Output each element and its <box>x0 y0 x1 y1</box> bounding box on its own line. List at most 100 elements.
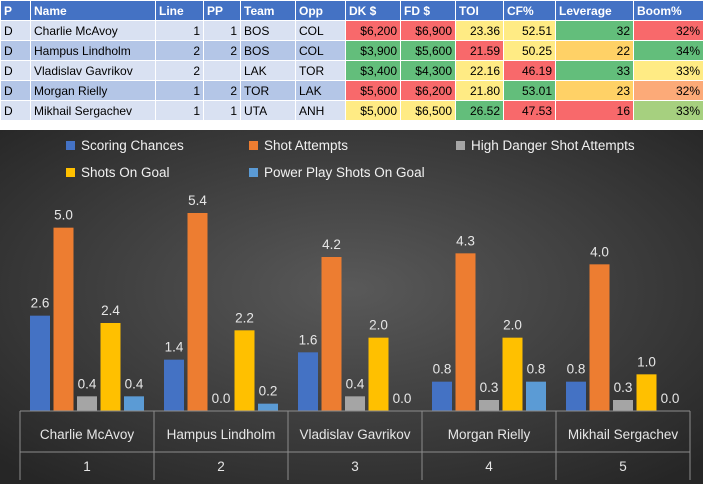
bar <box>432 381 452 411</box>
table-cell: Charlie McAvoy <box>30 20 156 41</box>
data-label: 0.0 <box>661 391 680 406</box>
bar <box>566 381 586 411</box>
bar <box>164 359 184 411</box>
legend-swatch <box>456 141 465 150</box>
table-cell: $3,400 <box>345 60 401 81</box>
legend-label: Scoring Chances <box>81 138 184 153</box>
column-header-7: FD $ <box>400 0 456 21</box>
table-cell: 2 <box>155 60 204 81</box>
category-label: Morgan Rielly <box>448 427 531 442</box>
category-index-label: 2 <box>217 459 225 474</box>
bar <box>77 396 97 411</box>
legend-swatch <box>66 168 75 177</box>
legend-label: Shot Attempts <box>264 138 348 153</box>
bar <box>526 381 546 411</box>
table-cell: $3,900 <box>345 40 401 61</box>
data-label: 0.4 <box>78 376 97 391</box>
bar <box>30 315 50 411</box>
table-cell: ANH <box>295 100 346 121</box>
table-cell: 1 <box>155 100 204 121</box>
legend-label: Power Play Shots On Goal <box>264 165 425 180</box>
data-label: 2.4 <box>101 303 120 318</box>
category-label: Mikhail Sergachev <box>568 427 679 442</box>
data-label: 4.0 <box>590 244 609 259</box>
table-cell: $6,200 <box>400 80 456 101</box>
table-cell: TOR <box>240 80 296 101</box>
data-label: 0.2 <box>259 384 278 399</box>
column-header-5: Opp <box>295 0 346 21</box>
bar <box>53 227 74 411</box>
bar-chart: Scoring Chances Shot Attempts High Danger … <box>0 130 703 484</box>
data-label: 2.0 <box>369 318 388 333</box>
bar <box>589 264 610 411</box>
bar <box>234 330 255 411</box>
table-cell: LAK <box>295 80 346 101</box>
category-label: Charlie McAvoy <box>40 427 135 442</box>
table-cell: D <box>0 100 31 121</box>
bar <box>187 213 208 411</box>
table-cell: 53.01 <box>503 80 556 101</box>
data-label: 2.2 <box>235 310 254 325</box>
data-label: 1.6 <box>299 332 318 347</box>
table-cell: Morgan Rielly <box>30 80 156 101</box>
table-row: D Vladislav Gavrikov 2 LAK TOR $3,400 $4,300 22… <box>0 60 703 81</box>
chart-background <box>0 130 703 484</box>
bar <box>613 400 633 411</box>
table-cell: 2 <box>155 40 204 61</box>
column-header-6: DK $ <box>345 0 401 21</box>
table-cell: 1 <box>203 20 241 41</box>
table-cell: $6,500 <box>400 100 456 121</box>
bar <box>479 400 499 411</box>
category-index-label: 4 <box>485 459 493 474</box>
legend-label: Shots On Goal <box>81 165 170 180</box>
table-cell: BOS <box>240 20 296 41</box>
bar <box>636 374 657 411</box>
data-label: 0.4 <box>346 376 365 391</box>
table-cell: 46.19 <box>503 60 556 81</box>
legend-label: High Danger Shot Attempts <box>471 138 635 153</box>
bar <box>345 396 365 411</box>
category-index-label: 3 <box>351 459 359 474</box>
table-row: D Hampus Lindholm 2 2 BOS COL $3,900 $5,600 21.5… <box>0 40 703 61</box>
table-cell: 32% <box>633 80 703 101</box>
data-label: 4.3 <box>456 233 475 248</box>
table-cell: D <box>0 20 31 41</box>
table-cell: 1 <box>155 80 204 101</box>
data-label: 0.0 <box>393 391 412 406</box>
table-row: D Mikhail Sergachev 1 1 UTA ANH $5,000 $6,500 26… <box>0 100 703 121</box>
table-cell: 47.53 <box>503 100 556 121</box>
table-cell: $5,600 <box>345 80 401 101</box>
table-cell: 26.52 <box>455 100 504 121</box>
table-cell: 52.51 <box>503 20 556 41</box>
data-label: 5.4 <box>188 193 207 208</box>
table-cell: 33% <box>633 100 703 121</box>
bar <box>368 337 389 411</box>
bar <box>321 257 342 411</box>
table-cell: $5,000 <box>345 100 401 121</box>
table-cell: $6,900 <box>400 20 456 41</box>
table-cell: 22.16 <box>455 60 504 81</box>
data-label: 1.4 <box>165 340 184 355</box>
bar <box>124 396 144 411</box>
category-label: Hampus Lindholm <box>167 427 276 442</box>
column-header-11: Boom% <box>633 0 703 21</box>
bar <box>455 253 476 411</box>
column-header-4: Team <box>240 0 296 21</box>
table-cell: 1 <box>155 20 204 41</box>
bar <box>258 403 278 411</box>
column-header-2: Line <box>155 0 204 21</box>
category-label: Vladislav Gavrikov <box>299 427 410 442</box>
table-cell: 50.25 <box>503 40 556 61</box>
legend-swatch <box>249 141 258 150</box>
category-index-label: 5 <box>619 459 627 474</box>
table-cell: 34% <box>633 40 703 61</box>
data-label: 2.0 <box>503 318 522 333</box>
bar <box>298 352 318 411</box>
table-cell: 22 <box>555 40 634 61</box>
table-cell: D <box>0 40 31 61</box>
table-cell: D <box>0 60 31 81</box>
table-cell: $4,300 <box>400 60 456 81</box>
table-cell: BOS <box>240 40 296 61</box>
table-cell: UTA <box>240 100 296 121</box>
column-header-1: Name <box>30 0 156 21</box>
